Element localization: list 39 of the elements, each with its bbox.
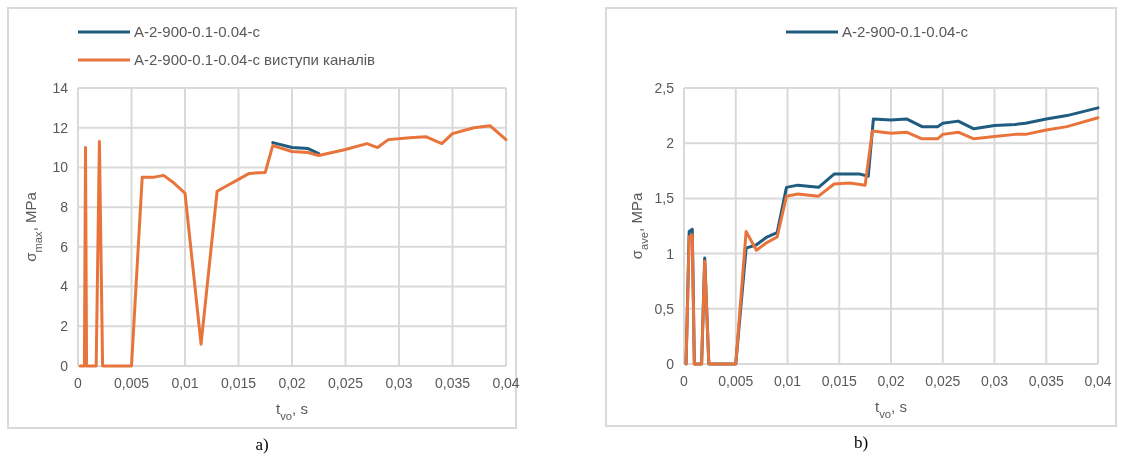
x-tick-label: 0,025: [925, 373, 961, 389]
x-tick-label: 0,01: [171, 375, 199, 391]
x-tick-label: 0,02: [278, 375, 306, 391]
x-tick-label: 0,005: [718, 373, 754, 389]
y-tick-label: 4: [60, 278, 69, 295]
y-tick-label: 0: [666, 355, 675, 372]
x-tick-label: 0,015: [821, 373, 857, 389]
x-tick-label: 0,035: [1028, 373, 1064, 389]
x-tick-label: 0: [680, 373, 689, 389]
y-tick-label: 0,5: [654, 300, 675, 317]
y-tick-label: 14: [52, 79, 69, 96]
y-tick-label: 1,5: [654, 190, 675, 207]
x-tick-label: 0,04: [492, 375, 520, 391]
x-axis-title: t$_{vo}$, s: [276, 400, 308, 422]
y-tick-label: 8: [60, 199, 69, 216]
x-tick-label: 0,04: [1084, 373, 1112, 389]
x-tick-label: 0,025: [327, 375, 364, 391]
legend-label: A-2-900-0.1-0.04-c: [134, 23, 261, 41]
y-tick-label: 12: [52, 119, 69, 136]
y-tick-label: 0: [60, 357, 69, 374]
text: b): [853, 433, 869, 452]
x-tick-label: 0,035: [434, 375, 471, 391]
y-tick-label: 2: [60, 318, 69, 335]
x-tick-label: 0,005: [113, 375, 150, 391]
x-tick-label: 0,03: [385, 375, 413, 391]
y-tick-label: 10: [52, 159, 69, 176]
text: a): [255, 435, 269, 454]
y-tick-label: 6: [60, 238, 69, 255]
x-tick-label: 0,03: [980, 373, 1009, 389]
legend-label: A-2-900-0.1-0.04-c: [842, 23, 969, 41]
y-tick-label: 1: [666, 245, 675, 262]
x-tick-label: 0: [74, 375, 83, 391]
x-tick-label: 0,02: [877, 373, 905, 389]
legend-label: A-2-900-0.1-0.04-c виступи каналів: [134, 51, 376, 69]
x-axis-title: t$_{vo}$, s: [875, 398, 907, 420]
x-tick-label: 0,01: [773, 373, 802, 389]
y-tick-label: 2: [666, 135, 675, 152]
y-tick-label: 2,5: [654, 79, 675, 96]
x-tick-label: 0,015: [220, 375, 257, 391]
